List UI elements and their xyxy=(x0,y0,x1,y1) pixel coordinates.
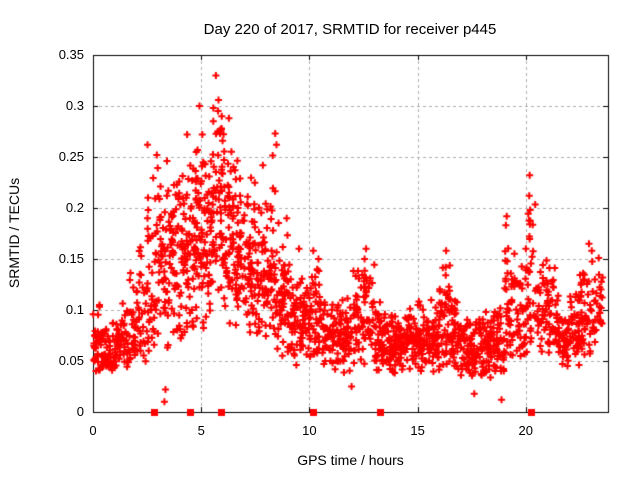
x-axis-label: GPS time / hours xyxy=(297,452,404,468)
x-tick-label: 10 xyxy=(302,423,317,438)
y-tick-label: 0.25 xyxy=(58,149,84,164)
y-tick-label: 0.1 xyxy=(65,302,84,317)
y-tick-label: 0.05 xyxy=(58,353,84,368)
x-tick-label: 20 xyxy=(518,423,533,438)
y-tick-label: 0.3 xyxy=(65,98,84,113)
x-tick-label: 0 xyxy=(89,423,97,438)
x-tick-label: 5 xyxy=(197,423,205,438)
y-axis-label: SRMTID / TECUs xyxy=(6,177,22,289)
x-tick-label: 15 xyxy=(410,423,425,438)
y-tick-label: 0.2 xyxy=(65,200,84,215)
y-tick-label: 0.15 xyxy=(58,251,84,266)
plot-title: Day 220 of 2017, SRMTID for receiver p44… xyxy=(203,21,497,38)
y-tick-label: 0.35 xyxy=(58,47,84,62)
y-tick-label: 0 xyxy=(76,404,84,419)
